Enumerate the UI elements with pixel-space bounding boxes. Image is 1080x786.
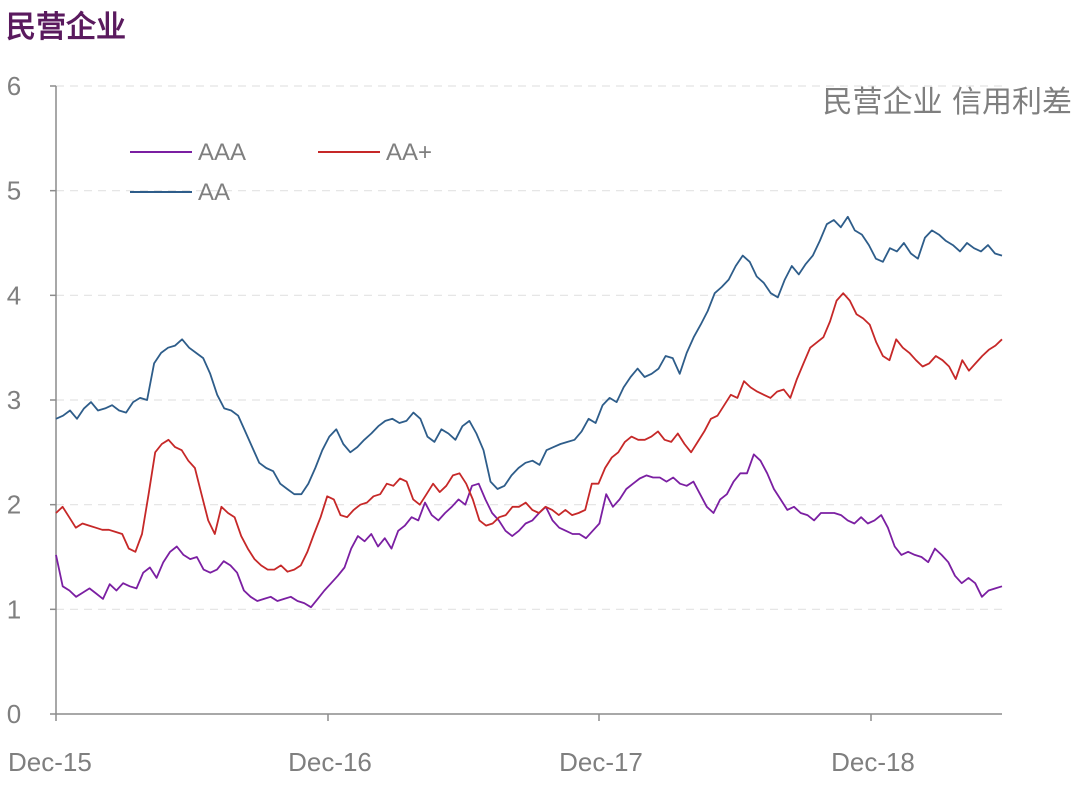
x-tick-label: Dec-16 — [288, 747, 372, 777]
series-line-aa-plus — [55, 292, 1003, 573]
y-tick-label: 5 — [7, 176, 21, 206]
series-line-aaa — [55, 453, 1003, 609]
x-tick-label: Dec-17 — [559, 747, 643, 777]
chart-title: 民营企业 信用利差 — [822, 85, 1072, 120]
x-tick-label: Dec-15 — [8, 747, 92, 777]
legend-label-aa: AA — [198, 179, 230, 206]
y-tick-label: 3 — [7, 385, 21, 415]
y-tick-label: 4 — [7, 280, 21, 310]
series-line-aa — [55, 215, 1003, 496]
legend-label-aaa: AAA — [198, 139, 246, 166]
y-tick-label: 0 — [7, 699, 21, 729]
x-tick-label: Dec-18 — [831, 747, 915, 777]
y-tick-label: 1 — [7, 594, 21, 624]
page-title: 民营企业 — [6, 10, 126, 45]
legend-label-aa-plus: AA+ — [386, 139, 432, 166]
y-tick-label: 2 — [7, 490, 21, 520]
y-tick-label: 6 — [7, 71, 21, 101]
